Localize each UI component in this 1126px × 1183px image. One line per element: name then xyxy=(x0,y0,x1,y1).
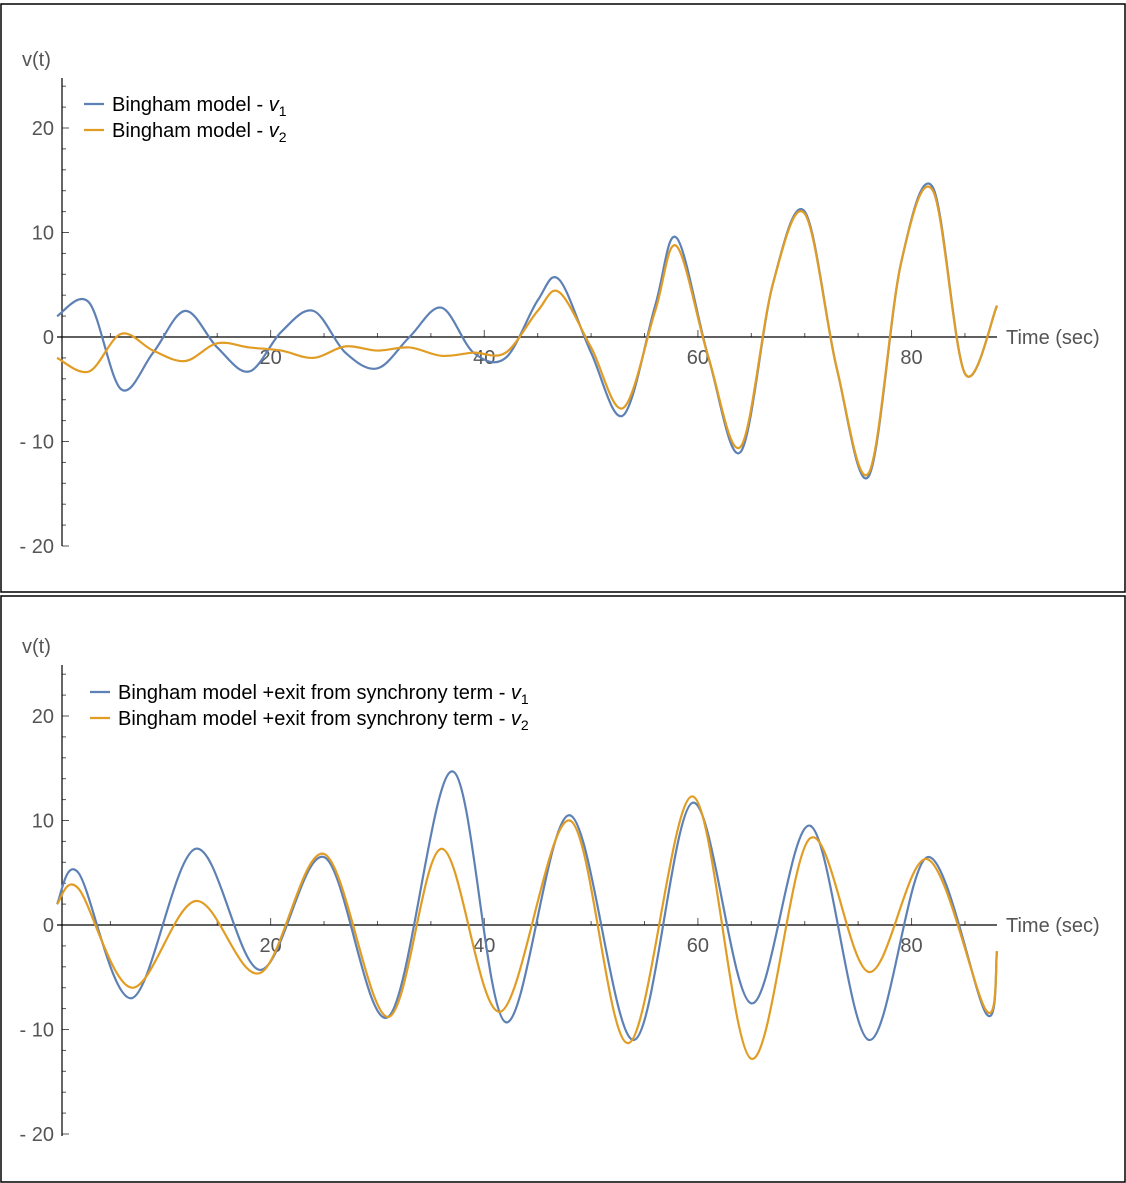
x-axis-title: Time (sec) xyxy=(1006,327,1100,349)
x-axis-title: Time (sec) xyxy=(1006,915,1100,937)
legend-entry-1: Bingham model - v1 xyxy=(112,94,287,119)
y-tick-label: 20 xyxy=(32,118,54,140)
y-axis-title: v(t) xyxy=(22,636,51,658)
y-tick-label: 10 xyxy=(32,223,54,245)
x-tick-label: 60 xyxy=(687,347,709,369)
x-tick-label: 40 xyxy=(473,347,495,369)
x-tick-label: 20 xyxy=(260,347,282,369)
y-tick-label: 10 xyxy=(32,811,54,833)
y-tick-label: 0 xyxy=(43,915,54,937)
x-tick-label: 80 xyxy=(900,935,922,957)
y-tick-label: - 10 xyxy=(20,432,54,454)
series-line-2 xyxy=(56,185,999,477)
legend-entry-1: Bingham model +exit from synchrony term … xyxy=(118,682,529,707)
y-tick-label: - 20 xyxy=(20,536,54,558)
y-tick-label: - 10 xyxy=(20,1020,54,1042)
y-tick-label: 20 xyxy=(32,706,54,728)
x-tick-label: 40 xyxy=(473,935,495,957)
series-line-2 xyxy=(56,795,999,1060)
legend-entry-2: Bingham model +exit from synchrony term … xyxy=(118,708,529,733)
y-tick-label: 0 xyxy=(43,327,54,349)
x-tick-label: 80 xyxy=(900,347,922,369)
panel-border xyxy=(0,595,1126,1183)
series-line-1 xyxy=(55,770,999,1042)
panel-border xyxy=(0,3,1126,593)
x-tick-label: 60 xyxy=(687,935,709,957)
y-tick-label: - 20 xyxy=(20,1124,54,1146)
legend-entry-2: Bingham model - v2 xyxy=(112,120,287,145)
chart-panel-top: - 20 - 10 0 10 20 20 40 60 80 v(t) Time (sec) Bingh… xyxy=(0,3,1126,593)
series-line-1 xyxy=(56,182,999,480)
y-axis-title: v(t) xyxy=(22,49,51,71)
